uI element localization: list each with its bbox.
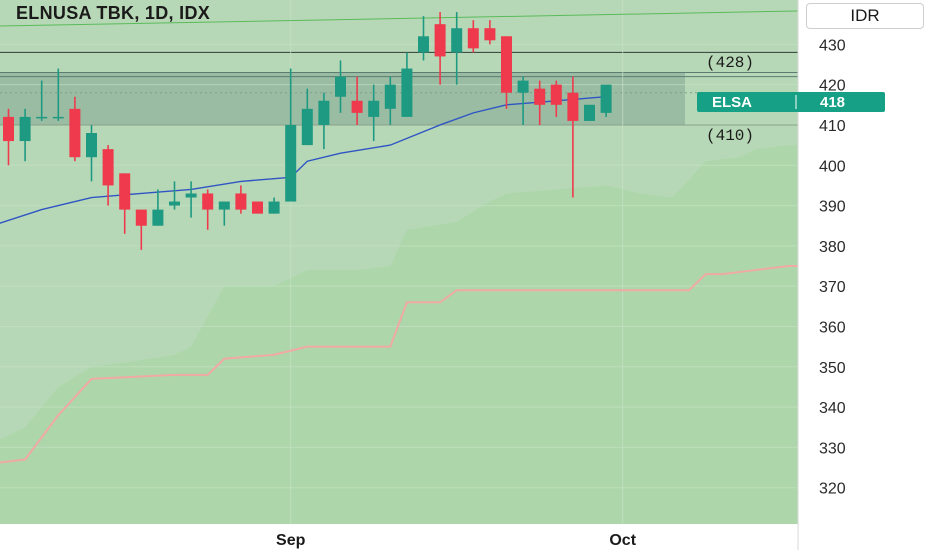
- candle-body: [550, 84, 562, 105]
- y-tick-label: 410: [819, 118, 846, 135]
- candle-body: [285, 124, 297, 202]
- candle-body: [434, 24, 446, 57]
- y-tick-label: 340: [819, 400, 846, 417]
- candle-body: [86, 133, 97, 158]
- y-tick-label: 430: [819, 37, 846, 54]
- y-tick-label: 420: [819, 78, 846, 95]
- candle-body: [135, 209, 147, 226]
- candle-body: [301, 108, 313, 146]
- candle-body: [451, 28, 463, 53]
- upper-level-label: (428): [706, 54, 754, 72]
- candle-body: [169, 201, 180, 206]
- price-axis-panel: [798, 0, 932, 550]
- candle-body: [567, 92, 579, 121]
- candle-body: [69, 108, 81, 158]
- y-tick-label: 330: [819, 440, 846, 457]
- x-tick-label: Sep: [276, 532, 306, 549]
- candle-body: [600, 84, 612, 113]
- y-tick-label: 390: [819, 199, 846, 216]
- candle-body: [119, 173, 131, 210]
- candle-body: [501, 36, 512, 93]
- candle-body: [36, 116, 48, 119]
- candle-body: [418, 36, 429, 53]
- baseline-line: [0, 265, 798, 464]
- y-tick-label: 350: [819, 360, 846, 377]
- x-tick-label: Oct: [609, 532, 636, 549]
- time-axis-panel: [0, 524, 798, 550]
- y-tick-label: 320: [819, 481, 846, 498]
- y-tick-label: 360: [819, 319, 846, 336]
- price-tag: [697, 92, 885, 112]
- candle-body: [268, 201, 280, 214]
- candle-body: [218, 201, 230, 210]
- price-tag-value: 418: [820, 94, 845, 111]
- candle-body: [235, 193, 247, 210]
- candle-body: [534, 88, 546, 105]
- candle-body: [3, 116, 14, 142]
- trend-line: [0, 10, 799, 27]
- y-tick-label: 370: [819, 279, 846, 296]
- chart-title: ELNUSA TBK, 1D, IDX: [16, 3, 211, 23]
- candle-body: [318, 100, 330, 125]
- y-tick-label: 400: [819, 158, 846, 175]
- candle-body: [52, 116, 64, 119]
- candle-body: [185, 193, 197, 198]
- cloud-area: [0, 145, 798, 524]
- candle-body: [335, 76, 346, 97]
- candle-body: [517, 80, 529, 93]
- candle-body: [202, 193, 214, 210]
- candle-body: [584, 104, 595, 121]
- candle-body: [401, 68, 413, 117]
- candle-body: [19, 116, 31, 142]
- candle-body: [368, 100, 380, 117]
- candle-body: [484, 28, 496, 41]
- currency-button[interactable]: IDR: [806, 3, 924, 29]
- candle-body: [384, 84, 396, 109]
- candle-body: [152, 209, 164, 226]
- candle-body: [252, 201, 263, 214]
- y-tick-label: 380: [819, 239, 846, 256]
- lower-level-label: (410): [706, 127, 754, 145]
- candle-body: [467, 28, 479, 49]
- candle-body: [351, 100, 363, 113]
- price-tag-symbol: ELSA: [712, 94, 752, 111]
- candle-body: [102, 149, 114, 186]
